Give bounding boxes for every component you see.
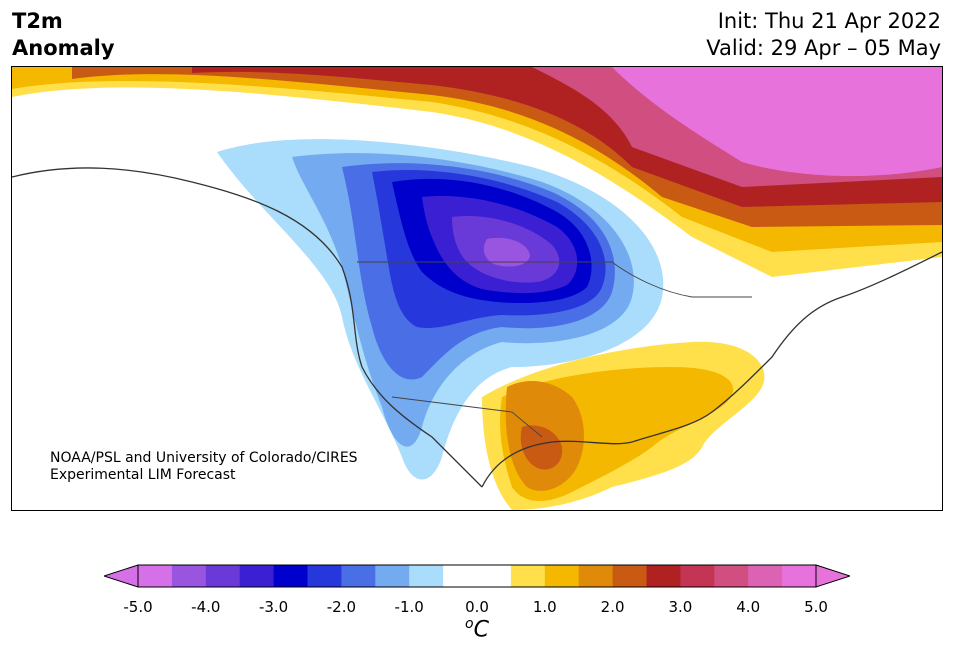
colorbar-cell <box>544 565 580 587</box>
colorbar-cell <box>782 565 817 587</box>
credit-line-2: Experimental LIM Forecast <box>50 467 236 483</box>
colorbar-cell <box>205 565 241 587</box>
colorbar-cell <box>239 565 275 587</box>
colorbar-cell <box>680 565 715 587</box>
colorbar-cell <box>612 565 647 587</box>
title-line-1: T2m <box>12 9 63 33</box>
colorbar-cell <box>307 565 342 587</box>
colorbar-tick-label: -3.0 <box>258 598 289 616</box>
colorbar-arrow-high <box>815 564 850 588</box>
colorbar-cell <box>138 565 173 587</box>
colorbar-tick-label: -2.0 <box>326 598 357 616</box>
map-title: T2m Anomaly <box>12 8 115 62</box>
cold-core <box>483 237 530 267</box>
colorbar-outline <box>137 564 817 588</box>
mexico-border <box>391 396 543 438</box>
credit-line-1: NOAA/PSL and University of Colorado/CIRE… <box>50 450 358 466</box>
colorbar-tick-label: -4.0 <box>191 598 221 616</box>
map-svg <box>12 67 942 510</box>
colorbar-cell <box>341 565 376 587</box>
colorbar-arrow-low <box>104 564 139 588</box>
country-border <box>357 261 752 298</box>
map-credit: NOAA/PSL and University of Colorado/CIRE… <box>50 450 358 484</box>
colorbar-tick-label: -1.0 <box>394 598 424 616</box>
colorbar-tick-label: 0.0 <box>465 598 489 616</box>
colorbar-tick-label: 3.0 <box>668 598 693 616</box>
colorbar-cell <box>409 565 444 587</box>
colorbar-tick-label: 5.0 <box>804 598 828 616</box>
colorbar-cell <box>443 565 478 587</box>
colorbar <box>104 564 850 588</box>
colorbar-cell <box>646 565 681 587</box>
warm-core-northeast <box>612 67 942 177</box>
colorbar-tick-label: 4.0 <box>736 598 761 616</box>
colorbar-tick-label: 2.0 <box>600 598 625 616</box>
colorbar-cell <box>748 565 783 587</box>
colorbar-cell <box>510 565 546 587</box>
colorbar-cell <box>578 565 614 587</box>
init-date: Init: Thu 21 Apr 2022 <box>717 9 941 33</box>
coastline <box>12 167 942 488</box>
unit-base: C <box>473 617 489 643</box>
colorbar-cell <box>714 565 749 587</box>
colorbar-tick-label: -5.0 <box>123 598 153 616</box>
valid-date: Valid: 29 Apr – 05 May <box>706 36 941 60</box>
colorbar-cell <box>273 565 308 587</box>
colorbar-cell <box>375 565 410 587</box>
colorbar-cell <box>171 565 207 587</box>
colorbar-cells <box>104 564 850 588</box>
unit-degree: o <box>465 616 474 632</box>
title-line-2: Anomaly <box>12 36 115 60</box>
colorbar-tick-label: 1.0 <box>532 598 557 616</box>
forecast-dates: Init: Thu 21 Apr 2022 Valid: 29 Apr – 05… <box>706 8 941 62</box>
warm-south-core <box>520 425 563 470</box>
colorbar-cell <box>477 565 512 587</box>
colorbar-unit: oC <box>465 616 489 642</box>
anomaly-map: NOAA/PSL and University of Colorado/CIRE… <box>11 66 943 511</box>
